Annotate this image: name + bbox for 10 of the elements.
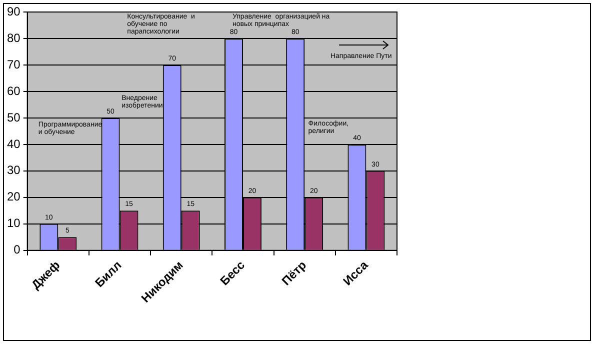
- y-tick-label: 40: [6, 136, 21, 151]
- y-tick-label: 60: [6, 84, 21, 98]
- y-tick-label: 30: [6, 163, 21, 178]
- y-tick-label: 0: [14, 242, 21, 257]
- y-tick-label: 20: [6, 190, 21, 204]
- y-tick-label: 80: [6, 30, 21, 45]
- y-tick-label: 10: [6, 216, 21, 230]
- y-tick-label: 70: [6, 57, 21, 72]
- y-tick-label: 90: [6, 4, 21, 18]
- y-tick-label: 50: [6, 110, 21, 124]
